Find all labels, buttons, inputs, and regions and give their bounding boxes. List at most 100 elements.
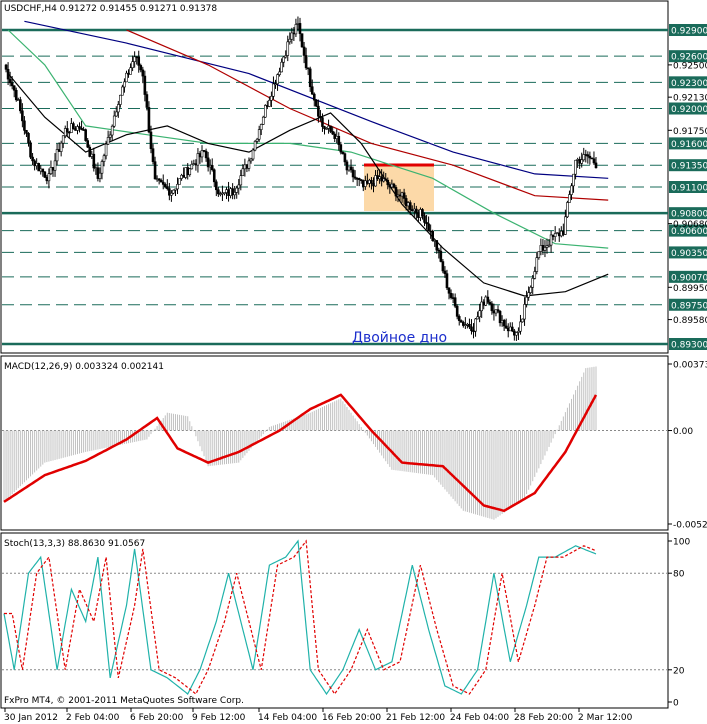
candle-body [341, 151, 345, 154]
moving-average-line [24, 20, 609, 179]
candle-body [578, 159, 581, 164]
candle-body [188, 168, 192, 176]
candle-body [351, 169, 355, 178]
candle-body [470, 326, 473, 332]
candle-body [568, 194, 571, 203]
right-axis: 0.92900 0.92600 0.92300 0.92000 0.91600 0.913… [668, 24, 707, 709]
candle-body [506, 327, 510, 332]
candle-body [364, 180, 367, 187]
candle-body [98, 172, 102, 179]
candle-body [319, 116, 322, 118]
stoch-tick-label: 100 [673, 538, 690, 548]
candle-body [217, 189, 220, 195]
candle-body [23, 120, 26, 131]
candle-body [380, 176, 383, 182]
candle-body [321, 117, 324, 127]
candle-body [68, 131, 71, 134]
price-level-badge [669, 298, 707, 311]
candle-body [413, 208, 416, 212]
candle-body [96, 167, 100, 179]
candle-body [294, 24, 298, 35]
candle-body [402, 192, 406, 199]
x-tick-label: 14 Feb 04:00 [258, 713, 317, 723]
candle-body [323, 126, 326, 129]
candle-body [133, 56, 136, 62]
price-level-label: 0.91100 [671, 184, 707, 194]
candle-body [194, 163, 198, 166]
candle-body [435, 240, 439, 251]
price-level-label: 0.90070 [671, 273, 707, 283]
candle-body [302, 46, 306, 56]
candle-body [170, 192, 173, 196]
candle-body [415, 208, 418, 214]
candle-body [592, 158, 596, 164]
macd-tick-label: 0.00373 [673, 361, 707, 371]
candle-body [357, 178, 361, 180]
candle-body [57, 149, 61, 152]
candle-body [259, 124, 263, 130]
candle-body [359, 179, 363, 181]
candle-body [490, 303, 494, 312]
candle-body [237, 184, 241, 189]
candle-body [137, 56, 141, 66]
price-level-label: 0.90600 [671, 227, 707, 237]
candle-body [63, 128, 67, 137]
candle-body [408, 202, 412, 210]
candle-body [12, 85, 16, 91]
candle-body [347, 166, 351, 171]
candle-body [431, 230, 434, 241]
candle-body [317, 105, 320, 117]
candle-body [121, 86, 124, 96]
candle-body [582, 154, 586, 161]
macd-panel [0, 355, 669, 531]
candle-body [374, 175, 377, 187]
candle-body [235, 187, 239, 193]
candle-body [296, 23, 300, 25]
x-tick-label: 16 Feb 20:00 [322, 713, 381, 723]
candle-body [149, 131, 153, 149]
candle-body [141, 69, 145, 77]
candle-body [251, 149, 255, 160]
candle-body [178, 178, 181, 185]
candle-body [229, 188, 232, 196]
candle-body [531, 278, 535, 288]
double-bottom-box [364, 165, 434, 211]
candle-body [110, 125, 114, 136]
candle-body [384, 178, 388, 181]
candle-body [208, 165, 212, 168]
candle-body [547, 244, 551, 247]
candle-body [157, 178, 161, 181]
candle-body [37, 163, 41, 172]
candle-body [204, 150, 208, 159]
candle-body [33, 160, 36, 167]
candle-body [562, 230, 565, 235]
candle-body [268, 100, 271, 107]
candle-body [478, 310, 481, 318]
candle-body [202, 150, 206, 152]
candle-body [247, 160, 251, 169]
candle-body [576, 159, 579, 161]
price-level-badge [669, 338, 707, 350]
x-tick-label: 28 Feb 20:00 [514, 713, 573, 723]
moving-average-line [126, 29, 609, 201]
candle-body [570, 185, 573, 195]
candle-body [537, 251, 541, 259]
price-tick-label: 0.92130 [673, 94, 707, 104]
candle-body [102, 155, 106, 162]
candle-body [443, 270, 447, 274]
candle-body [212, 169, 216, 183]
candle-body [535, 257, 539, 272]
candle-body [339, 144, 343, 153]
candle-body [261, 116, 265, 125]
x-tick-label: 24 Feb 04:00 [450, 713, 509, 723]
candle-body [308, 68, 312, 87]
stoch-tick-label: 0 [673, 699, 679, 709]
candle-body [27, 133, 30, 144]
candle-body [492, 310, 496, 314]
candle-body [180, 174, 183, 179]
candle-body [502, 320, 506, 327]
candle-body [59, 142, 63, 152]
candle-body [451, 297, 455, 299]
candle-body [349, 166, 353, 171]
candle-body [47, 173, 51, 182]
